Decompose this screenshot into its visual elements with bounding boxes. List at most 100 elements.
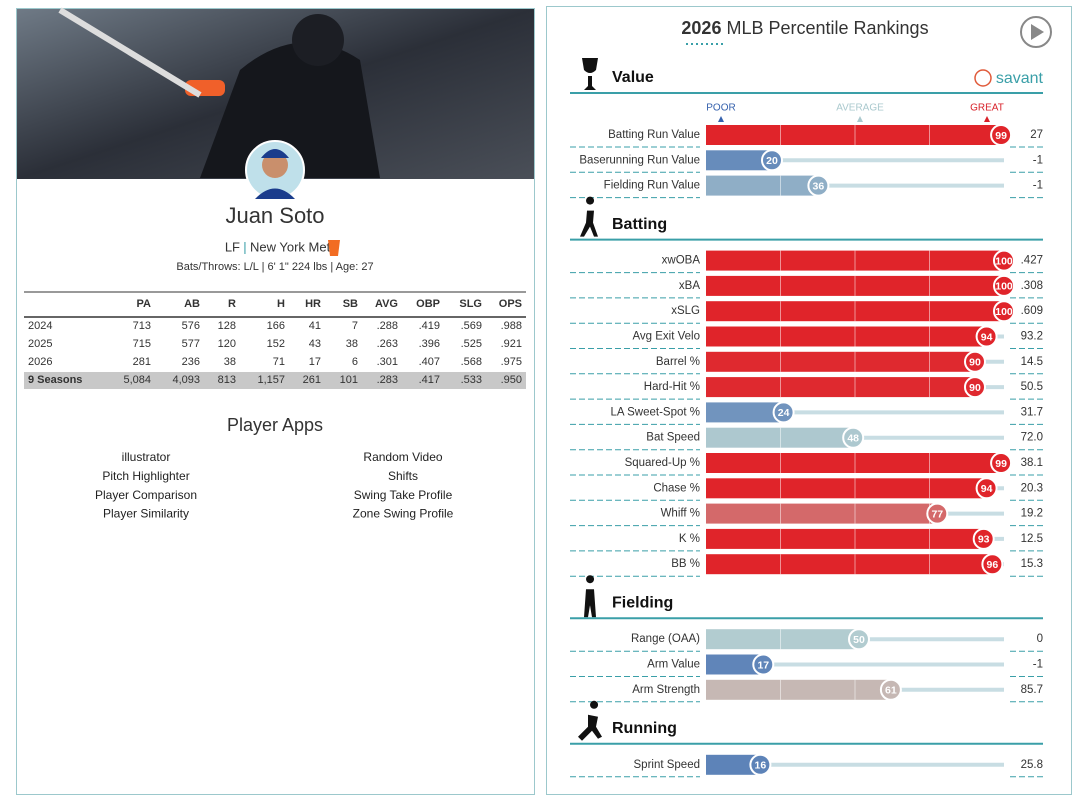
brand-text: savant [996,70,1044,87]
metric-label: Baserunning Run Value [579,154,700,166]
metric-label: Fielding Run Value [604,180,700,192]
table-cell: 128 [218,320,236,332]
metric-label: LA Sweet-Spot % [611,406,701,418]
table-cell: 576 [182,320,200,332]
app-link[interactable]: illustrator [122,450,171,464]
table-cell: 38 [224,356,236,368]
percentile-dot [752,653,775,676]
metric-label: Squared-Up % [625,457,700,469]
table-cell: 43 [309,338,321,350]
percentile-bar [706,679,891,700]
scale-arrow [984,116,990,122]
percentile-label: 24 [778,407,790,419]
percentile-dot [848,628,870,651]
photo-bat [58,7,202,98]
table-cell: 715 [133,338,151,350]
table-cell: 713 [133,320,151,332]
team-logo [328,240,340,256]
metric-label: Chase % [653,482,700,494]
metric-value: 25.8 [1021,759,1043,771]
table-header: HR [305,298,321,310]
table-cell: 101 [340,374,358,386]
metric-value: 20.3 [1021,482,1043,494]
percentile-label: 99 [995,130,1007,142]
metric-value: 27 [1030,129,1043,141]
percentile-bar [706,453,1002,473]
percentile-bar [706,427,854,448]
table-cell: 7 [352,320,358,332]
metric-value: -1 [1033,154,1043,166]
table-cell: 5,084 [123,374,151,386]
percentile-label: 100 [995,306,1013,318]
metric-value: 93.2 [1021,331,1043,343]
table-header: OBP [416,298,440,310]
metric-label: Arm Strength [632,684,700,696]
table-cell: 1,157 [257,374,285,386]
table-header: SB [343,298,358,310]
avatar-shirt [255,188,295,199]
metric-label: BB % [671,558,700,570]
metric-value: -1 [1033,659,1043,671]
rankings-title: 2026 MLB Percentile Rankings [681,18,928,38]
table-cell: .263 [377,338,398,350]
metric-label: Batting Run Value [608,129,700,141]
percentile-label: 100 [995,281,1013,293]
metric-label: Avg Exit Velo [632,331,700,343]
percentile-dot [772,401,795,424]
percentile-bar [706,554,993,575]
percentile-bar [706,629,859,650]
metric-label: Range (OAA) [631,633,700,645]
table-cell: .407 [419,356,440,368]
player-name: Juan Soto [225,203,324,228]
play-button[interactable] [1020,16,1052,48]
app-link[interactable]: Shifts [388,469,418,483]
photo-figure [200,42,380,178]
scale-label: POOR [706,103,735,114]
app-link[interactable]: Random Video [363,450,442,464]
percentile-bar [706,351,975,372]
table-cell: 71 [273,356,285,368]
table-cell: 38 [346,338,358,350]
metric-label: Barrel % [656,356,700,368]
table-cell: 41 [309,320,321,332]
metric-value: 38.1 [1021,457,1043,469]
app-link[interactable]: Zone Swing Profile [353,507,454,521]
play-icon[interactable] [1031,24,1044,40]
percentile-label: 16 [755,760,767,772]
table-header: AB [184,298,200,310]
table-cell: 4,093 [172,374,200,386]
table-cell: 281 [133,356,151,368]
metric-value: 0 [1037,633,1043,645]
percentile-label: 61 [885,685,897,697]
percentile-label: 96 [987,559,999,571]
table-cell: 166 [267,320,285,332]
app-link[interactable]: Pitch Highlighter [102,469,189,483]
percentile-bar [706,503,938,524]
table-cell: .988 [501,320,522,332]
section-title: Batting [612,216,667,233]
metric-label: K % [679,533,700,545]
app-link[interactable]: Swing Take Profile [354,488,453,502]
percentile-label: 36 [813,180,825,192]
percentile-bar [706,125,1002,145]
app-link[interactable]: Player Comparison [95,488,197,502]
percentile-dot [964,376,986,399]
table-cell: 152 [267,338,285,350]
metric-label: Whiff % [661,508,700,520]
rankings-chart: Value POOR AVERAGE GREAT Batting Run Value 99… [570,58,1043,778]
percentile-dot [975,477,998,500]
metric-value: 19.2 [1021,508,1043,520]
percentile-dot [972,527,995,550]
percentile-label: 20 [766,155,778,167]
table-season: 2024 [28,320,52,332]
table-cell: .533 [461,374,482,386]
separator: | [243,239,246,254]
table-season: 2026 [28,356,52,368]
percentile-bar [706,402,784,423]
percentile-label: 77 [931,508,943,520]
percentile-bar [706,175,819,196]
scale-arrow [857,116,863,122]
metric-label: Arm Value [647,659,700,671]
app-link[interactable]: Player Similarity [103,507,189,521]
